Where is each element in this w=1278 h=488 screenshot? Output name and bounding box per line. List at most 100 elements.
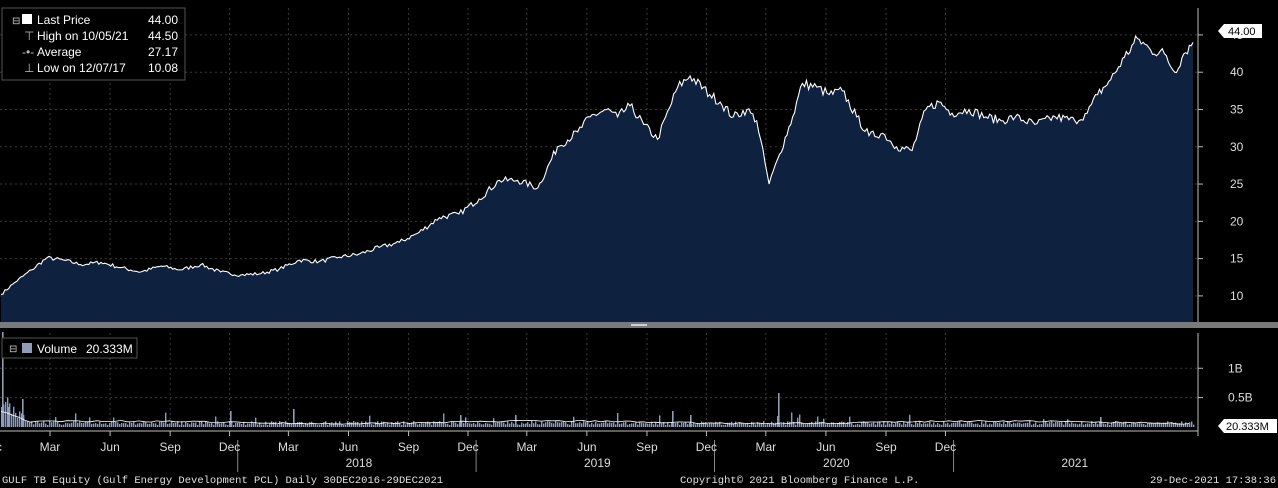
volume-bar [29,422,31,427]
volume-bar [467,423,469,427]
volume-bar [1115,421,1117,427]
volume-bar [563,421,565,427]
month-tick-label: Jun [816,440,835,454]
volume-bar [1099,421,1101,427]
volume-bar [709,422,711,427]
volume-bar [561,421,563,427]
volume-bar [363,424,365,427]
volume-bar [409,423,411,427]
volume-bar [1131,422,1133,427]
volume-bar [1075,423,1077,427]
year-tick-label: 2019 [584,456,611,470]
volume-bar [559,422,561,427]
volume-bar [195,422,197,427]
volume-bar [675,423,677,427]
volume-bar-spike [690,415,692,427]
volume-bar [203,424,205,427]
volume-bar [361,421,363,427]
volume-bar [869,423,871,427]
volume-bar [565,422,567,427]
volume-bar [1039,424,1041,427]
volume-bar [69,423,71,427]
volume-bar [397,421,399,427]
volume-average-line [0,411,1190,425]
volume-bar [843,421,845,427]
volume-bar [113,417,115,427]
volume-bar [1141,423,1143,427]
volume-bar [1091,421,1093,427]
volume-bar [959,421,961,427]
volume-bar [863,421,865,427]
panel-divider-grip[interactable] [631,324,647,326]
volume-bar [997,422,999,427]
volume-bar [1057,421,1059,427]
volume-bar [501,422,503,427]
volume-bar [1189,422,1191,427]
volume-bar [611,422,613,427]
volume-bar [75,413,77,427]
volume-bar [555,421,557,427]
volume-bar [95,423,97,427]
volume-bar [1109,424,1111,427]
volume-bar [975,423,977,427]
legend-collapse-icon[interactable]: ⊟ [12,16,20,27]
volume-bar [781,423,783,427]
volume-bar [993,421,995,427]
volume-bar [811,421,813,427]
volume-bar [725,424,727,427]
volume-bar [1093,423,1095,427]
volume-bar [573,416,575,427]
volume-bar [1019,422,1021,427]
volume-bar [481,424,483,427]
volume-bar [965,423,967,427]
volume-bar [747,422,749,427]
volume-bar [35,421,37,427]
volume-bar [977,423,979,427]
volume-bar [807,423,809,427]
volume-bar [953,422,955,427]
volume-collapse-icon[interactable]: ⊟ [9,344,17,355]
volume-bar [717,422,719,427]
volume-bar [407,422,409,427]
volume-bar [587,421,589,427]
price-tick-label: 40 [1230,65,1244,79]
volume-bar [159,421,161,427]
volume-bar [833,422,835,427]
volume-bar [321,423,323,427]
volume-tick-label: 1B [1228,361,1243,375]
volume-bar [31,421,33,427]
volume-bar [219,423,221,427]
month-tick-label: Dec [0,440,2,454]
month-tick-label: Sep [636,440,658,454]
volume-bar [661,423,663,427]
volume-bar [167,424,169,427]
volume-bar [3,404,5,427]
volume-bar [231,421,233,427]
volume-bar [277,424,279,427]
volume-bar [5,401,7,427]
volume-bar [1133,422,1135,427]
volume-bar [1065,421,1067,427]
volume-bar [1097,424,1099,427]
volume-bar [1071,422,1073,427]
volume-bar [65,422,67,427]
volume-bar [447,423,449,427]
volume-bar [91,423,93,427]
volume-bar [337,423,339,427]
volume-bar [1161,422,1163,427]
month-tick-label: Dec [696,440,717,454]
volume-bar [431,424,433,427]
volume-bar [829,424,831,427]
volume-bar [1163,422,1165,427]
volume-bar [1053,423,1055,427]
volume-bar [695,424,697,427]
volume-bar [279,421,281,427]
volume-bar [151,422,153,427]
volume-bar [61,424,63,427]
volume-bar [507,421,509,427]
volume-bar [13,406,15,427]
volume-bar [131,422,133,427]
volume-bar [493,418,495,427]
last-price-swatch-icon [22,14,32,24]
volume-bar [925,423,927,427]
